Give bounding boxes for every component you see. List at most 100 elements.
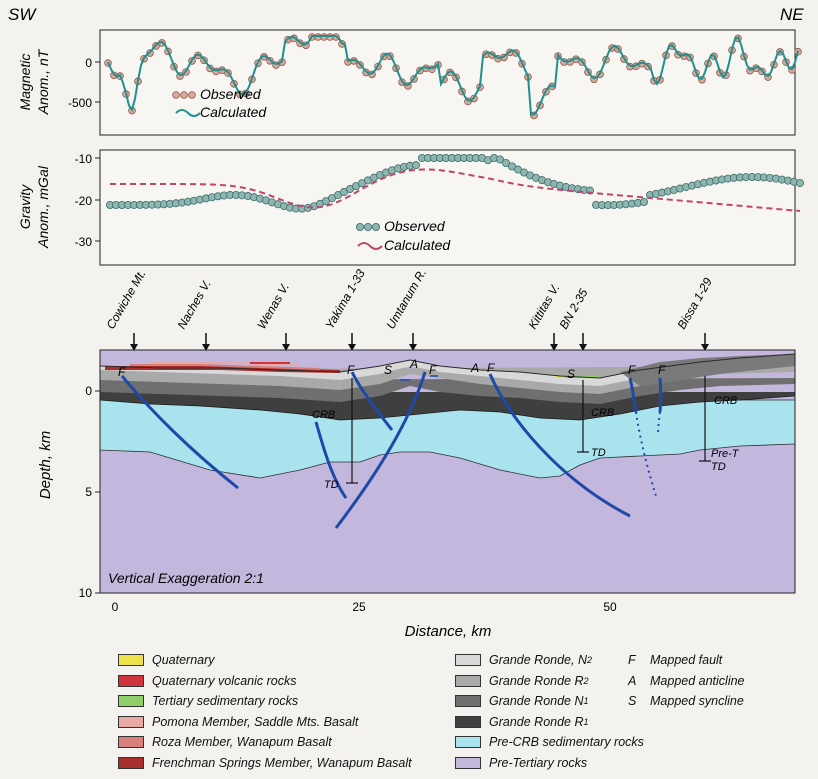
gravity-tick-minus10: -10 bbox=[75, 152, 93, 166]
fault-label: F bbox=[347, 363, 355, 377]
magnetic-panel: Magnetic Anom., nT 0 -500 Observed Calcu… bbox=[17, 30, 801, 135]
magnetic-legend-calculated-label: Calculated bbox=[200, 104, 267, 120]
legend-symbol: S bbox=[628, 694, 644, 708]
anticline-label: A bbox=[470, 361, 479, 375]
legend-label: Pre-Tertiary rocks bbox=[489, 756, 587, 770]
well-label: Cowiche Mt. bbox=[103, 267, 148, 331]
legend-item: Roza Member, Wanapum Basalt bbox=[118, 735, 332, 749]
legend-label: Mapped anticline bbox=[650, 674, 745, 688]
legend-label: Grande Ronde, N bbox=[489, 653, 587, 667]
depth-tick-5: 5 bbox=[85, 485, 92, 499]
legend-item: Tertiary sedimentary rocks bbox=[118, 694, 298, 708]
legend-label: Tertiary sedimentary rocks bbox=[152, 694, 298, 708]
well-bissa-1-29: Bissa 1-29 bbox=[674, 275, 715, 351]
well-label: Umtanum R. bbox=[383, 266, 429, 331]
legend-swatch bbox=[118, 736, 144, 748]
gravity-observed-point bbox=[640, 198, 647, 205]
legend-point bbox=[173, 92, 180, 99]
magnetic-tick-0: 0 bbox=[85, 56, 92, 70]
well-bn-td-label: TD bbox=[591, 447, 606, 459]
well-bn-crb-label: CRB bbox=[591, 407, 614, 419]
legend-item: Quaternary volcanic rocks bbox=[118, 674, 297, 688]
well-label: BN 2-35 bbox=[556, 286, 590, 331]
legend-swatch bbox=[455, 716, 481, 728]
legend-item: Pre-Tertiary rocks bbox=[455, 756, 587, 770]
well-bissa-crb-label: CRB bbox=[714, 395, 737, 407]
legend-swatch bbox=[455, 654, 481, 666]
gravity-panel: Gravity Anom., mGal -10 -20 -30 Observed… bbox=[17, 150, 804, 265]
syncline-label: S bbox=[384, 363, 392, 377]
gravity-ylabel-line2: Anom., mGal bbox=[35, 165, 51, 249]
well-yakima-1-33: Yakima 1-33 bbox=[322, 267, 368, 351]
fault-label: F bbox=[118, 365, 126, 379]
legend-point bbox=[189, 92, 196, 99]
legend-swatch bbox=[118, 654, 144, 666]
section-x-axis: 0 25 50 Distance, km bbox=[112, 600, 617, 640]
depth-tick-10: 10 bbox=[79, 586, 93, 600]
legend-subscript: 2 bbox=[584, 676, 589, 686]
legend-item: Grande Ronde R1 bbox=[455, 715, 589, 729]
magnetic-y-axis-label: Magnetic Anom., nT bbox=[17, 48, 51, 115]
legend-label: Frenchman Springs Member, Wanapum Basalt bbox=[152, 756, 412, 770]
well-labels: Cowiche Mt. Naches V. Wenas V. Yakima 1-… bbox=[103, 266, 715, 351]
legend-item: F Mapped fault bbox=[628, 653, 722, 667]
anticline-label: A bbox=[409, 357, 418, 371]
distance-axis-label: Distance, km bbox=[405, 623, 492, 640]
well-yakima-td-label: TD bbox=[324, 479, 339, 491]
section-y-axis: Depth, km 0 5 10 bbox=[37, 384, 100, 600]
gravity-tick-minus20: -20 bbox=[75, 194, 93, 208]
legend-item: S Mapped syncline bbox=[628, 694, 744, 708]
well-bn-2-35: BN 2-35 bbox=[556, 286, 590, 351]
well-label: Wenas V. bbox=[254, 280, 292, 331]
legend-label: Quaternary volcanic rocks bbox=[152, 674, 297, 688]
legend-swatch bbox=[455, 675, 481, 687]
legend-label: Grande Ronde R bbox=[489, 674, 584, 688]
fault-label: F bbox=[487, 361, 495, 375]
legend-label: Grande Ronde R bbox=[489, 715, 584, 729]
legend-item: Grande Ronde, N2 bbox=[455, 653, 592, 667]
legend-label: Pomona Member, Saddle Mts. Basalt bbox=[152, 715, 358, 729]
legend-label: Mapped fault bbox=[650, 653, 722, 667]
gravity-observed-point bbox=[412, 162, 419, 169]
legend-item: Quaternary bbox=[118, 653, 215, 667]
depth-axis-label: Depth, km bbox=[37, 431, 54, 499]
well-umtanum-r: Umtanum R. bbox=[383, 266, 429, 351]
well-wenas-v: Wenas V. bbox=[254, 280, 292, 351]
legend-swatch bbox=[118, 757, 144, 769]
magnetic-ylabel-line2: Anom., nT bbox=[35, 48, 51, 115]
magnetic-ylabel-line1: Magnetic bbox=[17, 54, 33, 111]
legend-point bbox=[181, 92, 188, 99]
legend-point bbox=[356, 223, 363, 230]
legend-label: Pre-CRB sedimentary rocks bbox=[489, 735, 644, 749]
gravity-legend-calculated-label: Calculated bbox=[384, 237, 451, 253]
fault-label: F bbox=[658, 363, 666, 377]
legend-subscript: 1 bbox=[584, 717, 589, 727]
legend-symbol: A bbox=[628, 674, 644, 688]
legend-point bbox=[372, 223, 379, 230]
legend-item: Frenchman Springs Member, Wanapum Basalt bbox=[118, 756, 412, 770]
well-label: Naches V. bbox=[174, 277, 213, 331]
magnetic-tick-minus500: -500 bbox=[68, 96, 92, 110]
well-yakima-crb-label: CRB bbox=[312, 409, 335, 421]
vertical-exaggeration-note: Vertical Exaggeration 2:1 bbox=[108, 570, 264, 586]
cross-section: F F S A F A F S F F CRB TD CRB TD CRB Pr… bbox=[37, 350, 795, 640]
distance-tick-25: 25 bbox=[352, 600, 366, 614]
well-label: Bissa 1-29 bbox=[674, 275, 715, 331]
geophysical-cross-section-figure: SW NE Magnetic Anom., nT 0 -500 Observed… bbox=[0, 0, 818, 650]
legend-label: Quaternary bbox=[152, 653, 215, 667]
legend-swatch bbox=[455, 736, 481, 748]
well-cowiche-mt: Cowiche Mt. bbox=[103, 267, 148, 351]
gravity-ylabel-line1: Gravity bbox=[17, 184, 33, 229]
distance-tick-0: 0 bbox=[112, 600, 119, 614]
gravity-observed-point bbox=[796, 179, 803, 186]
legend-swatch bbox=[118, 716, 144, 728]
legend-subscript: 1 bbox=[584, 696, 589, 706]
magnetic-legend-observed-symbol bbox=[173, 92, 196, 99]
legend-point bbox=[364, 223, 371, 230]
depth-tick-0: 0 bbox=[85, 384, 92, 398]
legend-subscript: 2 bbox=[587, 655, 592, 665]
magnetic-legend-observed-label: Observed bbox=[200, 86, 262, 102]
legend-item: Pre-CRB sedimentary rocks bbox=[455, 735, 644, 749]
